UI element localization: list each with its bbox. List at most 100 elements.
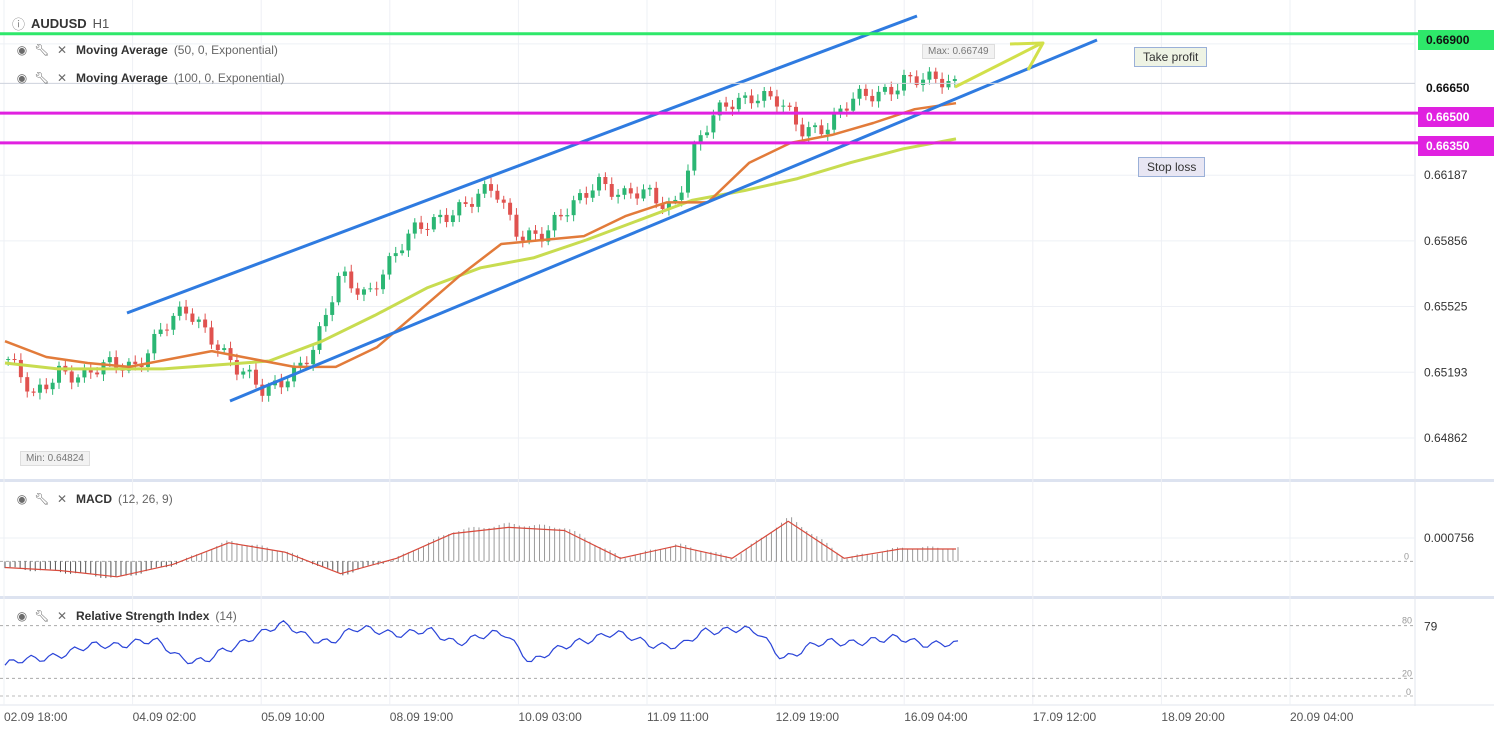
close-icon[interactable]: ✕: [56, 43, 68, 57]
candle-body: [673, 199, 678, 202]
eye-icon[interactable]: ◉: [16, 609, 28, 623]
candle-body: [768, 91, 773, 97]
x-tick-label: 16.09 04:00: [904, 710, 968, 724]
candle-body: [25, 377, 30, 392]
candle-body: [463, 202, 468, 204]
candle-body: [431, 217, 436, 230]
candle-body: [31, 391, 36, 393]
candle-body: [88, 369, 93, 373]
candle-body: [50, 382, 55, 390]
candle-body: [914, 76, 919, 86]
projection-arrow: [954, 42, 1041, 89]
candle-body: [457, 202, 462, 216]
close-icon[interactable]: ✕: [56, 71, 68, 85]
candle-body: [387, 256, 392, 275]
candle-body: [12, 359, 17, 361]
ma100-line: [4, 137, 957, 371]
candle-body: [57, 365, 62, 383]
rsi-current-value: 79: [1424, 619, 1438, 633]
macd-zero-label: 0: [1404, 551, 1409, 561]
info-icon[interactable]: ⓘ: [12, 17, 26, 32]
x-tick-label: 20.09 04:00: [1290, 710, 1354, 724]
candle-body: [552, 214, 557, 231]
candle-body: [825, 129, 830, 135]
stop-loss-label[interactable]: Stop loss: [1138, 157, 1206, 177]
wrench-icon[interactable]: 🔧︎: [34, 43, 50, 57]
x-tick-label: 04.09 02:00: [133, 710, 197, 724]
candle-body: [800, 124, 805, 137]
candle-body: [609, 184, 614, 197]
close-icon[interactable]: ✕: [56, 609, 68, 623]
candle-body: [870, 95, 875, 102]
candle-body: [18, 359, 23, 378]
candle-body: [266, 385, 271, 396]
eye-icon[interactable]: ◉: [16, 492, 28, 506]
candle-body: [895, 90, 900, 95]
price-tag-take-profit: 0.66900: [1418, 30, 1494, 50]
candle-body: [260, 384, 265, 396]
macd-y-tick: 0.000756: [1424, 531, 1474, 545]
ma50-params: (50, 0, Exponential): [173, 43, 278, 57]
x-tick-label: 17.09 12:00: [1033, 710, 1097, 724]
candle-body: [317, 326, 322, 350]
y-tick-label: 0.65193: [1424, 365, 1468, 379]
candle-body: [705, 132, 710, 136]
candle-body: [520, 236, 525, 241]
candle-body: [806, 127, 811, 137]
candle-body: [482, 184, 487, 194]
y-tick-label: 0.65525: [1424, 299, 1468, 313]
min-price-label: Min: 0.64824: [20, 451, 90, 466]
wrench-icon[interactable]: 🔧︎: [34, 71, 50, 85]
candle-body: [692, 144, 697, 171]
candle-body: [755, 100, 760, 104]
candle-body: [469, 203, 474, 207]
candle-body: [82, 369, 87, 378]
candle-body: [533, 230, 538, 234]
macd-legend: ◉ 🔧︎ ✕ MACD (12, 26, 9): [12, 489, 173, 509]
candle-body: [635, 193, 640, 199]
eye-icon[interactable]: ◉: [16, 71, 28, 85]
candle-body: [647, 187, 652, 190]
candle-body: [685, 170, 690, 193]
close-icon[interactable]: ✕: [56, 492, 68, 506]
channel-upper-line: [126, 14, 918, 315]
candle-body: [711, 115, 716, 133]
candle-body: [381, 274, 386, 290]
candle-body: [438, 214, 443, 218]
candle-body: [311, 349, 316, 365]
candle-body: [749, 95, 754, 104]
y-tick-label: 0.65856: [1424, 234, 1468, 248]
candle-body: [577, 193, 582, 201]
price-tag-current: 0.66650: [1418, 78, 1494, 98]
rsi-level-label: 20: [1402, 668, 1412, 678]
x-tick-label: 18.09 20:00: [1161, 710, 1225, 724]
candle-body: [889, 86, 894, 95]
candle-body: [368, 288, 373, 290]
candle-body: [412, 222, 417, 234]
candle-body: [901, 74, 906, 91]
candle-body: [571, 200, 576, 216]
candle-body: [838, 108, 843, 113]
wrench-icon[interactable]: 🔧︎: [34, 609, 50, 623]
candle-body: [107, 357, 112, 363]
eye-icon[interactable]: ◉: [16, 43, 28, 57]
candle-body: [832, 112, 837, 130]
symbol-header: ⓘ AUDUSD H1: [12, 14, 109, 33]
candle-body: [406, 233, 411, 251]
candle-body: [95, 372, 100, 375]
candle-body: [933, 71, 938, 79]
candle-body: [342, 271, 347, 276]
candle-body: [819, 125, 824, 135]
candle-body: [641, 189, 646, 199]
candle-body: [539, 233, 544, 242]
candle-body: [946, 81, 951, 88]
candle-body: [654, 187, 659, 204]
wrench-icon[interactable]: 🔧︎: [34, 492, 50, 506]
candle-body: [76, 377, 81, 383]
candle-body: [234, 360, 239, 375]
ma100-params: (100, 0, Exponential): [173, 71, 285, 85]
candle-body: [781, 105, 786, 107]
candle-body: [177, 306, 182, 316]
take-profit-label[interactable]: Take profit: [1134, 47, 1208, 67]
